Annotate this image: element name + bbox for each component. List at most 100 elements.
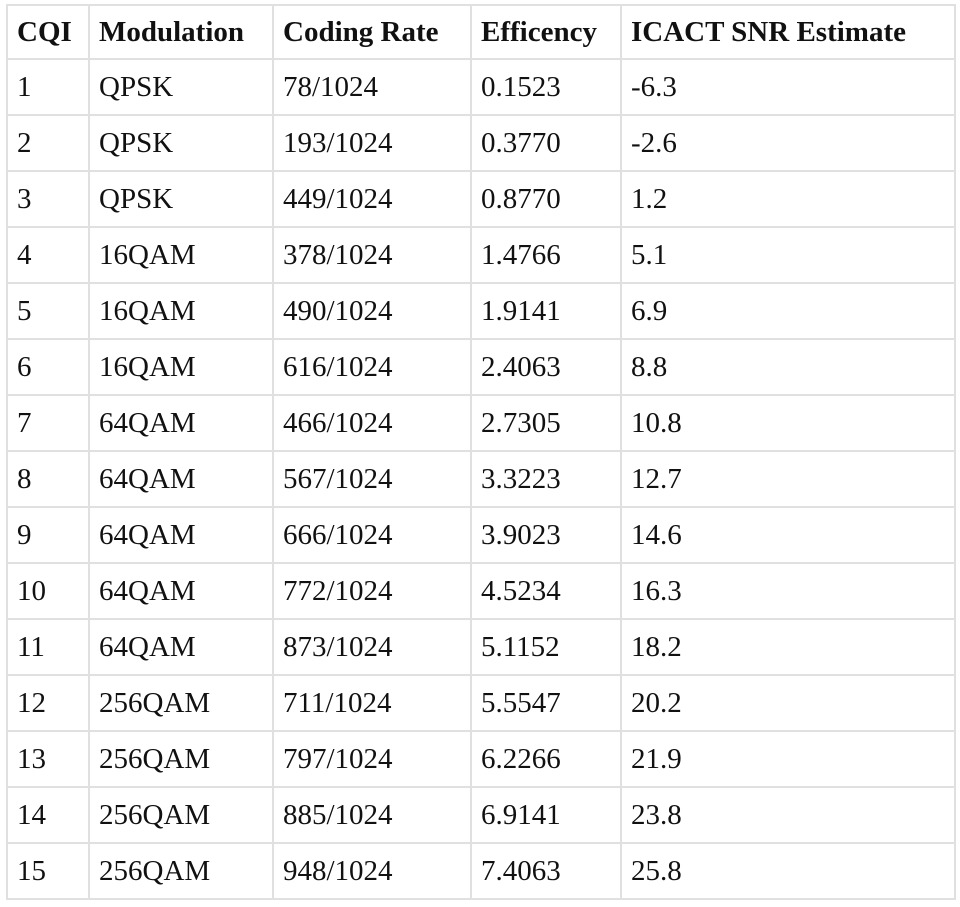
- table-cell: 885/1024: [272, 786, 472, 844]
- table-row: 11 64QAM 873/1024 5.1152 18.2: [6, 618, 956, 676]
- table-cell: 797/1024: [272, 730, 472, 788]
- table-cell: 8: [6, 450, 90, 508]
- table-cell: 2.4063: [470, 338, 622, 396]
- header-cell: Coding Rate: [272, 4, 472, 60]
- table-cell: 64QAM: [88, 506, 274, 564]
- table-row: 14 256QAM 885/1024 6.9141 23.8: [6, 786, 956, 844]
- table-cell: 10: [6, 562, 90, 620]
- table-cell: 6.9141: [470, 786, 622, 844]
- table-cell: 711/1024: [272, 674, 472, 732]
- table-cell: 20.2: [620, 674, 956, 732]
- table-row: 2 QPSK 193/1024 0.3770 -2.6: [6, 114, 956, 172]
- table-cell: 12: [6, 674, 90, 732]
- table-cell: 7: [6, 394, 90, 452]
- table-cell: 8.8: [620, 338, 956, 396]
- table-cell: 2: [6, 114, 90, 172]
- header-cell: ICACT SNR Estimate: [620, 4, 956, 60]
- header-cell: Efficency: [470, 4, 622, 60]
- table-cell: 1.4766: [470, 226, 622, 284]
- table-cell: 0.1523: [470, 58, 622, 116]
- table-row: 3 QPSK 449/1024 0.8770 1.2: [6, 170, 956, 228]
- table-row: 10 64QAM 772/1024 4.5234 16.3: [6, 562, 956, 620]
- table-cell: 18.2: [620, 618, 956, 676]
- table-cell: 64QAM: [88, 562, 274, 620]
- table-cell: 64QAM: [88, 618, 274, 676]
- table-row: 13 256QAM 797/1024 6.2266 21.9: [6, 730, 956, 788]
- table-cell: 4.5234: [470, 562, 622, 620]
- table-cell: 616/1024: [272, 338, 472, 396]
- table-cell: 567/1024: [272, 450, 472, 508]
- table-cell: 449/1024: [272, 170, 472, 228]
- table-row: 15 256QAM 948/1024 7.4063 25.8: [6, 842, 956, 900]
- table-cell: 772/1024: [272, 562, 472, 620]
- table-cell: QPSK: [88, 170, 274, 228]
- table-cell: 1.2: [620, 170, 956, 228]
- table-row: 8 64QAM 567/1024 3.3223 12.7: [6, 450, 956, 508]
- table-cell: 256QAM: [88, 674, 274, 732]
- table-cell: 16QAM: [88, 338, 274, 396]
- table-cell: 9: [6, 506, 90, 564]
- table-cell: 10.8: [620, 394, 956, 452]
- table-cell: 490/1024: [272, 282, 472, 340]
- cqi-table: CQI Modulation Coding Rate Efficency ICACT S…: [6, 4, 956, 900]
- table-cell: QPSK: [88, 114, 274, 172]
- table-cell: 12.7: [620, 450, 956, 508]
- table-cell: 64QAM: [88, 394, 274, 452]
- table-cell: 4: [6, 226, 90, 284]
- table-row: 4 16QAM 378/1024 1.4766 5.1: [6, 226, 956, 284]
- table-cell: -6.3: [620, 58, 956, 116]
- table-cell: 256QAM: [88, 730, 274, 788]
- table-cell: 0.3770: [470, 114, 622, 172]
- table-cell: 873/1024: [272, 618, 472, 676]
- table-cell: 193/1024: [272, 114, 472, 172]
- header-row: CQI Modulation Coding Rate Efficency ICACT S…: [6, 4, 956, 60]
- table-row: 5 16QAM 490/1024 1.9141 6.9: [6, 282, 956, 340]
- table-cell: 16QAM: [88, 282, 274, 340]
- table-row: 9 64QAM 666/1024 3.9023 14.6: [6, 506, 956, 564]
- table-cell: 3.3223: [470, 450, 622, 508]
- table-cell: QPSK: [88, 58, 274, 116]
- table-cell: 5.5547: [470, 674, 622, 732]
- table-row: 1 QPSK 78/1024 0.1523 -6.3: [6, 58, 956, 116]
- table-cell: 7.4063: [470, 842, 622, 900]
- table-cell: 23.8: [620, 786, 956, 844]
- table-cell: 666/1024: [272, 506, 472, 564]
- table-cell: 16.3: [620, 562, 956, 620]
- table-cell: 6: [6, 338, 90, 396]
- table-body: 1 QPSK 78/1024 0.1523 -6.3 2 QPSK 193/1024 0.377…: [6, 58, 956, 900]
- table-cell: 466/1024: [272, 394, 472, 452]
- table-cell: 78/1024: [272, 58, 472, 116]
- table-cell: 256QAM: [88, 786, 274, 844]
- header-cell: CQI: [6, 4, 90, 60]
- table-cell: 3.9023: [470, 506, 622, 564]
- table-cell: 15: [6, 842, 90, 900]
- table-row: 6 16QAM 616/1024 2.4063 8.8: [6, 338, 956, 396]
- table-cell: -2.6: [620, 114, 956, 172]
- table-row: 7 64QAM 466/1024 2.7305 10.8: [6, 394, 956, 452]
- table-cell: 25.8: [620, 842, 956, 900]
- table-cell: 2.7305: [470, 394, 622, 452]
- table-cell: 378/1024: [272, 226, 472, 284]
- table-cell: 5: [6, 282, 90, 340]
- table-cell: 948/1024: [272, 842, 472, 900]
- table-cell: 5.1: [620, 226, 956, 284]
- table-cell: 6.2266: [470, 730, 622, 788]
- table-cell: 1.9141: [470, 282, 622, 340]
- table-header: CQI Modulation Coding Rate Efficency ICACT S…: [6, 4, 956, 60]
- table-cell: 14.6: [620, 506, 956, 564]
- table-cell: 5.1152: [470, 618, 622, 676]
- table-cell: 13: [6, 730, 90, 788]
- table-cell: 14: [6, 786, 90, 844]
- table-cell: 6.9: [620, 282, 956, 340]
- table-cell: 0.8770: [470, 170, 622, 228]
- table-cell: 11: [6, 618, 90, 676]
- table-cell: 3: [6, 170, 90, 228]
- table-cell: 256QAM: [88, 842, 274, 900]
- table-cell: 64QAM: [88, 450, 274, 508]
- table-row: 12 256QAM 711/1024 5.5547 20.2: [6, 674, 956, 732]
- table-cell: 21.9: [620, 730, 956, 788]
- table-container: CQI Modulation Coding Rate Efficency ICACT S…: [6, 4, 956, 900]
- header-cell: Modulation: [88, 4, 274, 60]
- table-cell: 16QAM: [88, 226, 274, 284]
- table-cell: 1: [6, 58, 90, 116]
